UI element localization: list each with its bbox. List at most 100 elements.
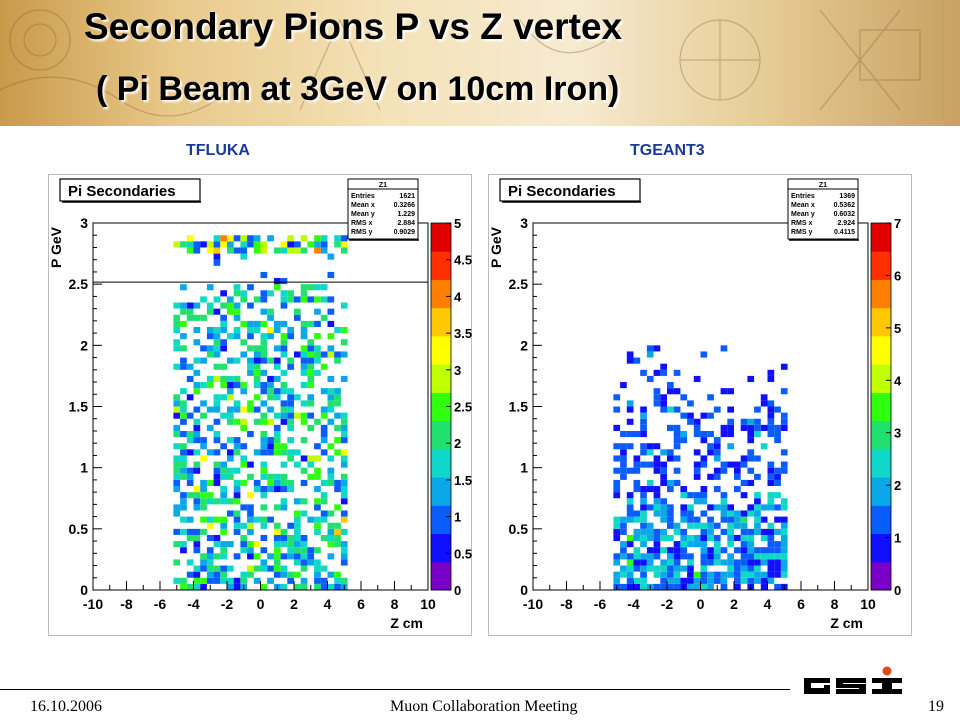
data-cells <box>613 345 788 590</box>
histogram-cell <box>233 516 241 523</box>
color-scale-segment <box>871 364 891 393</box>
histogram-cell <box>247 333 254 340</box>
histogram-cell <box>754 577 761 584</box>
histogram-cell <box>680 504 688 511</box>
histogram-cell <box>680 565 688 572</box>
histogram-cell <box>186 302 194 309</box>
histogram-cell <box>233 479 241 487</box>
color-scale-segment <box>871 420 891 450</box>
histogram-cell <box>253 320 261 327</box>
histogram-cell <box>740 547 748 554</box>
histogram-cell <box>253 235 261 242</box>
histogram-cell <box>213 516 221 523</box>
histogram-cell <box>747 418 755 425</box>
histogram-title-box <box>499 178 641 202</box>
histogram-cell <box>334 504 341 511</box>
histogram-cell <box>206 241 214 248</box>
histogram-cell <box>280 443 288 450</box>
histogram-cell <box>300 418 308 425</box>
histogram-cell <box>780 388 788 395</box>
histogram-cell <box>667 510 674 517</box>
y-tick-label: 0 <box>520 582 528 598</box>
histogram-cell <box>767 559 775 566</box>
histogram-cell <box>653 455 661 462</box>
histogram-cell <box>213 400 221 407</box>
histogram-cell <box>280 528 288 535</box>
histogram-cell <box>767 369 775 376</box>
histogram-cell <box>247 345 254 352</box>
histogram-cell <box>667 486 674 493</box>
histogram-cell <box>320 241 328 248</box>
histogram-cell <box>626 443 634 450</box>
histogram-cell <box>754 565 761 572</box>
stats-key: RMS x <box>351 220 373 227</box>
histogram-cell <box>340 473 348 480</box>
histogram-cell <box>660 400 667 407</box>
histogram-cell <box>307 357 315 364</box>
histogram-cell <box>227 357 234 364</box>
histogram-cell <box>307 241 315 248</box>
histogram-cell <box>646 351 654 358</box>
histogram-cell <box>727 430 734 438</box>
histogram-cell <box>660 559 667 566</box>
histogram-cell <box>294 449 301 456</box>
histogram-cell <box>626 553 634 560</box>
histogram-cell <box>673 406 681 413</box>
histogram-cell <box>640 577 647 584</box>
histogram-cell <box>774 547 781 554</box>
histogram-cell <box>680 486 688 493</box>
histogram-cell <box>307 382 315 389</box>
histogram-cell <box>193 565 201 572</box>
histogram-cell <box>320 406 328 413</box>
histogram-cell <box>180 284 187 291</box>
histogram-cell <box>213 553 221 560</box>
histogram-cell <box>693 473 701 480</box>
histogram-cell <box>687 510 694 517</box>
histogram-cell <box>287 479 294 487</box>
histogram-cell <box>280 583 288 590</box>
histogram-cell <box>653 486 661 493</box>
histogram-cell <box>227 241 234 248</box>
histogram-cell <box>294 522 301 529</box>
histogram-cell <box>680 528 688 535</box>
histogram-cell <box>287 534 294 542</box>
y-tick-label: 0.5 <box>509 521 529 537</box>
histogram-cell <box>300 247 308 254</box>
histogram-cell <box>334 235 341 242</box>
histogram-cell <box>233 382 241 389</box>
histogram-cell <box>653 553 661 560</box>
histogram-cell <box>193 382 201 389</box>
histogram-cell <box>780 461 788 468</box>
histogram-cell <box>260 559 268 566</box>
histogram-cell <box>640 516 647 523</box>
histogram-cell <box>300 534 308 542</box>
histogram-cell <box>253 326 261 334</box>
stats-key: RMS y <box>351 229 373 236</box>
histogram-cell <box>200 479 207 487</box>
histogram-cell <box>186 375 194 383</box>
histogram-cell <box>280 290 288 297</box>
histogram-cell <box>227 565 234 572</box>
histogram-cell <box>334 241 341 248</box>
histogram-cell <box>327 510 335 517</box>
histogram-cell <box>707 443 714 450</box>
histogram-cell <box>267 473 274 480</box>
histogram-cell <box>227 510 234 517</box>
histogram-cell <box>700 559 708 566</box>
histogram-cell <box>220 553 227 560</box>
histogram-cell <box>180 320 187 327</box>
stats-value: 0.9029 <box>394 229 416 236</box>
histogram-cell <box>334 326 341 334</box>
histogram-cell <box>287 247 294 254</box>
histogram-cell <box>673 583 681 590</box>
histogram-cell <box>186 492 194 499</box>
histogram-cell <box>673 467 681 474</box>
histogram-cell <box>233 308 241 315</box>
histogram-cell <box>233 553 241 560</box>
histogram-cell <box>673 388 681 395</box>
histogram-cell <box>213 241 221 248</box>
histogram-cell <box>267 235 274 242</box>
histogram-cell <box>314 369 321 376</box>
histogram-cell <box>173 302 181 309</box>
histogram-cell <box>314 528 321 535</box>
